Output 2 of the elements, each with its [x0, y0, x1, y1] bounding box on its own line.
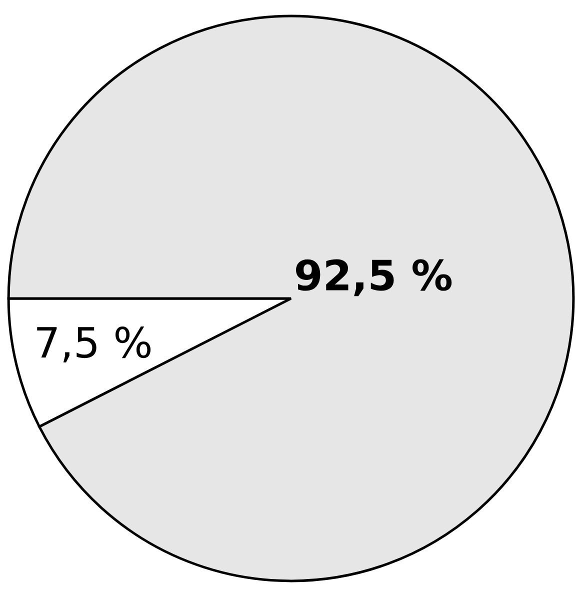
- data-label: 7,5 %: [37, 326, 151, 362]
- data-label: 92,5 %: [296, 259, 452, 296]
